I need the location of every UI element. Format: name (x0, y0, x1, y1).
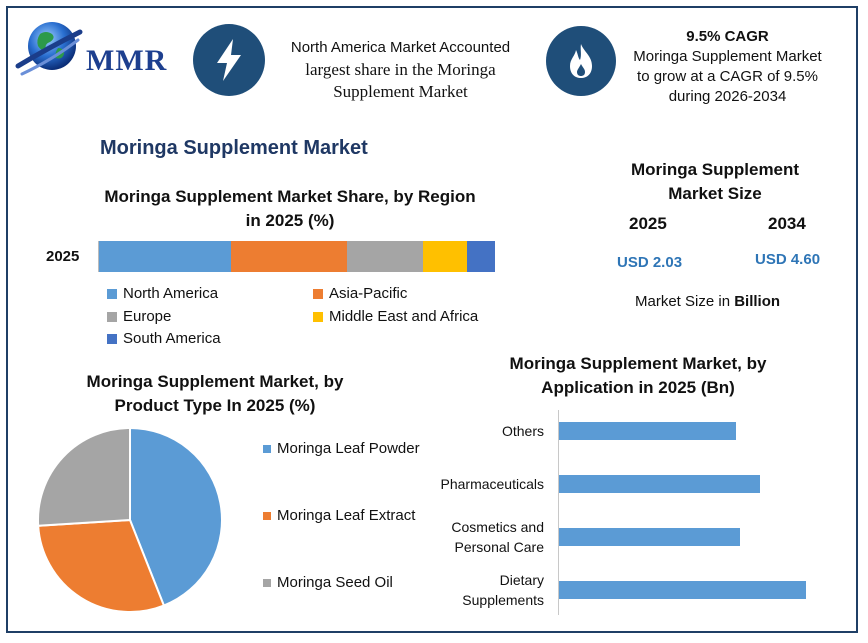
legend-label: Moringa Leaf Powder (277, 440, 420, 457)
region-chart-title: Moringa Supplement Market Share, by Regi… (104, 187, 476, 230)
region-bar-segment-middle-east-and-africa (423, 241, 467, 272)
pie-slice-moringa-seed-oil (37, 426, 131, 527)
application-bar (559, 475, 760, 493)
pie-slice-moringa-leaf-powder (129, 426, 223, 607)
product-legend-item: Moringa Seed Oil (263, 574, 393, 591)
application-category-label: Pharmaceuticals (400, 474, 545, 494)
globe-icon (15, 22, 83, 76)
region-legend-item: South America (107, 330, 221, 347)
lightning-bolt-icon (217, 39, 241, 81)
legend-swatch (107, 288, 117, 299)
legend-swatch (107, 311, 117, 322)
product-pie-chart (37, 426, 223, 613)
legend-label: Europe (123, 308, 172, 325)
infographic-frame (6, 6, 858, 633)
legend-label: Middle East and Africa (329, 308, 479, 325)
pie-slice-moringa-leaf-extract (37, 518, 166, 613)
legend-swatch (263, 578, 271, 587)
application-category-label-line: Supplements (462, 592, 544, 608)
region-bar-segment-south-america (467, 241, 495, 272)
cagr-title: 9.5% CAGR (686, 28, 769, 45)
legend-label: Moringa Leaf Extract (277, 507, 416, 524)
application-bar-chart: Others Pharmaceuticals Cosmetics and Person… (400, 410, 840, 620)
application-category-label-line: Dietary (499, 572, 544, 588)
application-category-label-line: Others (501, 423, 544, 439)
cagr-block: 9.5% CAGR Moringa Supplement Market to g… (620, 28, 835, 107)
application-category-label-line: Cosmetics and (451, 519, 544, 535)
market-size-value-2025: USD 2.03 (617, 254, 683, 271)
na-share-text: North America Market Accounted largest s… (290, 39, 511, 101)
application-axis-line (558, 410, 559, 615)
region-bar-segment-europe (347, 241, 423, 272)
product-legend-item: Moringa Leaf Powder (263, 440, 420, 457)
region-legend-item: Asia-Pacific (313, 285, 407, 302)
flame-badge (546, 26, 616, 96)
region-legend-item: North America (107, 285, 218, 302)
region-legend-item: Middle East and Africa (313, 308, 478, 325)
application-bar (559, 528, 741, 546)
application-bar (559, 581, 806, 599)
application-chart-title: Moringa Supplement Market, by Applicatio… (509, 354, 767, 397)
legend-swatch (263, 511, 271, 520)
legend-label: Moringa Seed Oil (277, 574, 393, 591)
flame-icon (570, 44, 592, 78)
application-category-label: Others (400, 421, 544, 441)
application-category-label-line: Pharmaceuticals (440, 476, 545, 492)
legend-swatch (263, 444, 271, 453)
product-chart-title: Moringa Supplement Market, by Product Ty… (86, 372, 344, 415)
market-size-year-2034: 2034 (768, 214, 806, 233)
legend-swatch (313, 288, 323, 299)
legend-label: North America (123, 285, 219, 302)
bolt-badge (193, 24, 265, 96)
region-stacked-bar (98, 241, 499, 272)
market-size-title: Moringa Supplement Market Size (630, 160, 800, 203)
application-category-label: Dietary Supplements (400, 570, 544, 610)
mmr-logo: MMR (14, 14, 179, 84)
logo-text: MMR (86, 44, 168, 77)
legend-label: South America (123, 330, 221, 347)
application-bar (559, 422, 737, 440)
legend-label: Asia-Pacific (329, 285, 408, 302)
market-size-unit: Market Size in Billion (635, 293, 781, 310)
application-category-label-line: Personal Care (454, 539, 545, 555)
page-title: Moringa Supplement Market (100, 137, 368, 159)
legend-swatch (107, 333, 117, 344)
application-category-label: Cosmetics and Personal Care (400, 517, 544, 557)
market-size-value-2034: USD 4.60 (755, 251, 821, 268)
market-size-year-2025: 2025 (629, 214, 667, 233)
region-row-label: 2025 (46, 248, 80, 265)
product-legend-item: Moringa Leaf Extract (263, 507, 415, 524)
region-legend-item: Europe (107, 308, 171, 325)
legend-swatch (313, 311, 323, 322)
region-bar-segment-north-america (99, 241, 231, 272)
region-bar-segment-asia-pacific (231, 241, 347, 272)
